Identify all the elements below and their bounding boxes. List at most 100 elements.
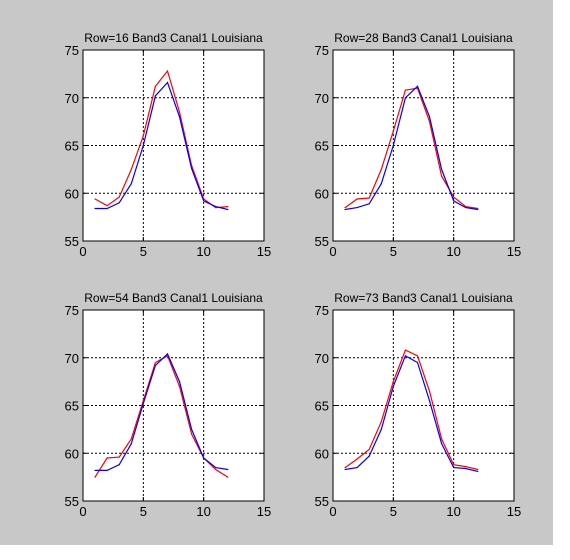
series-1-point: [357, 198, 358, 199]
series-2-point: [417, 362, 418, 363]
x-tick-label: 5: [390, 504, 397, 519]
series-2-point: [119, 464, 120, 465]
y-tick-label: 55: [65, 234, 79, 249]
series-2-point: [167, 353, 168, 354]
y-tick-label: 70: [315, 91, 329, 106]
series-2-point: [131, 443, 132, 444]
y-tick-label: 55: [65, 494, 79, 509]
series-1-point: [107, 205, 108, 206]
series-2-point: [453, 200, 454, 201]
series-1-point: [369, 449, 370, 450]
series-1-point: [179, 111, 180, 112]
x-tick-label: 15: [507, 244, 521, 259]
x-tick-label: 10: [196, 504, 210, 519]
series-2-point: [227, 209, 228, 210]
series-1-point: [191, 434, 192, 435]
series-2-point: [477, 471, 478, 472]
series-1-point: [179, 386, 180, 387]
y-tick-label: 75: [65, 43, 79, 58]
series-2-point: [465, 468, 466, 469]
series-1-point: [215, 469, 216, 470]
series-1-point: [393, 381, 394, 382]
series-2-point: [429, 116, 430, 117]
series-2-point: [167, 82, 168, 83]
series-2-point: [369, 456, 370, 457]
series-2-point: [465, 207, 466, 208]
series-2-point: [357, 207, 358, 208]
series-1-point: [417, 355, 418, 356]
series-2-point: [179, 116, 180, 117]
subplot-1: 0 5 10 15 55 60 65 70 75 Row=16 Band3 Canal1 Loui…: [65, 31, 272, 259]
series-1-point: [357, 458, 358, 459]
series-2-point: [203, 200, 204, 201]
y-tick-label: 65: [315, 399, 329, 414]
series-1-point: [131, 169, 132, 170]
series-2-point: [143, 145, 144, 146]
series-2-point: [453, 467, 454, 468]
x-tick-label: 0: [79, 504, 86, 519]
series-2-point: [203, 457, 204, 458]
series-2-point: [191, 168, 192, 169]
y-tick-label: 60: [65, 186, 79, 201]
series-2-point: [344, 469, 345, 470]
x-tick-label: 0: [79, 244, 86, 259]
series-1-point: [381, 421, 382, 422]
series-1-point: [441, 175, 442, 176]
series-2-point: [155, 365, 156, 366]
x-tick-label: 5: [140, 504, 147, 519]
series-1-point: [155, 362, 156, 363]
x-tick-label: 10: [196, 244, 210, 259]
series-2-point: [191, 429, 192, 430]
series-2-point: [393, 386, 394, 387]
x-tick-label: 0: [329, 244, 336, 259]
series-1-point: [227, 477, 228, 478]
series-2-point: [381, 429, 382, 430]
y-tick-label: 55: [315, 494, 329, 509]
series-1-point: [477, 469, 478, 470]
y-tick-label: 70: [65, 351, 79, 366]
series-1-point: [107, 457, 108, 458]
subplot-title: Row=73 Band3 Canal1 Louisiana: [334, 291, 513, 305]
x-tick-label: 10: [446, 504, 460, 519]
series-2-point: [381, 183, 382, 184]
y-tick-label: 65: [315, 139, 329, 154]
x-tick-label: 0: [329, 504, 336, 519]
series-2-point: [143, 403, 144, 404]
series-1-point: [369, 197, 370, 198]
series-2-point: [429, 400, 430, 401]
series-2-point: [357, 467, 358, 468]
series-1-point: [119, 196, 120, 197]
x-tick-label: 15: [507, 504, 521, 519]
series-2-point: [405, 97, 406, 98]
series-1-point: [94, 198, 95, 199]
series-2-point: [369, 203, 370, 204]
series-1-point: [393, 131, 394, 132]
y-tick-label: 60: [65, 446, 79, 461]
series-2-point: [94, 470, 95, 471]
series-2-point: [155, 95, 156, 96]
series-2-point: [215, 206, 216, 207]
series-2-point: [441, 443, 442, 444]
x-tick-label: 10: [446, 244, 460, 259]
series-2-point: [477, 209, 478, 210]
series-2-point: [119, 202, 120, 203]
subplot-3: 0 5 10 15 55 60 65 70 75 Row=54 Band3 Canal1 Loui…: [65, 291, 272, 519]
series-2-point: [227, 469, 228, 470]
series-1-point: [131, 438, 132, 439]
series-1-point: [227, 206, 228, 207]
series-2-point: [405, 355, 406, 356]
series-1-point: [143, 135, 144, 136]
series-2-point: [417, 86, 418, 87]
series-1-point: [465, 466, 466, 467]
series-1-point: [405, 350, 406, 351]
series-1-point: [119, 456, 120, 457]
y-tick-label: 75: [315, 43, 329, 58]
series-2-point: [441, 169, 442, 170]
y-tick-label: 75: [315, 303, 329, 318]
series-1-point: [429, 391, 430, 392]
series-2-point: [393, 145, 394, 146]
series-1-point: [344, 467, 345, 468]
series-2-point: [107, 470, 108, 471]
series-1-point: [167, 70, 168, 71]
series-1-point: [381, 169, 382, 170]
